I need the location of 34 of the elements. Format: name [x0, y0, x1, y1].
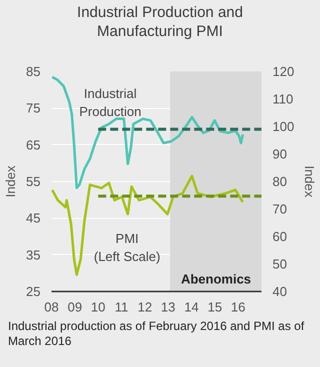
x-tick-label: 10 — [90, 300, 106, 314]
series-label: Industrial Production — [79, 86, 142, 119]
y2-tick-label: 50 — [272, 256, 287, 272]
x-tick-label: 15 — [208, 300, 222, 314]
x-tick-label: 08 — [44, 300, 59, 314]
y-tick-label: 75 — [26, 100, 41, 116]
x-tick-label: 11 — [114, 300, 128, 314]
y2-tick-label: 40 — [272, 284, 287, 299]
x-tick-label: 12 — [138, 300, 152, 314]
y-tick-label: 65 — [26, 137, 41, 152]
x-tick-label: 13 — [160, 300, 176, 314]
y2-tick-label: 100 — [272, 119, 294, 134]
chart-title: Industrial Production and Manufacturing PMI — [76, 4, 244, 42]
y-axis-title: Index — [3, 165, 18, 198]
y2-tick-label: 120 — [272, 64, 294, 79]
band-label: Abenomics — [180, 272, 252, 286]
line-series — [52, 76, 244, 190]
y2-tick-label: 70 — [272, 202, 287, 216]
series-label: PMI (Left Scale) — [94, 231, 160, 264]
x-tick-label: 14 — [184, 300, 199, 314]
y-tick-label: 85 — [26, 64, 41, 79]
y-tick-label: 25 — [26, 284, 41, 299]
x-tick-label: 09 — [68, 300, 82, 314]
y-tick-label: 45 — [26, 210, 41, 226]
y-tick-label: 55 — [26, 174, 41, 189]
y2-tick-label: 110 — [272, 92, 294, 106]
y2-tick-label: 60 — [272, 229, 287, 244]
x-tick-label: 16 — [230, 300, 246, 314]
y-tick-label: 35 — [26, 247, 41, 262]
y2-axis-title: Index — [302, 166, 318, 198]
text: Industrial production as of February 2016 and PMI as of March 2016 — [8, 319, 306, 349]
y2-tick-label: 80 — [272, 174, 287, 189]
line-series — [52, 174, 244, 276]
y2-tick-label: 90 — [272, 146, 287, 162]
